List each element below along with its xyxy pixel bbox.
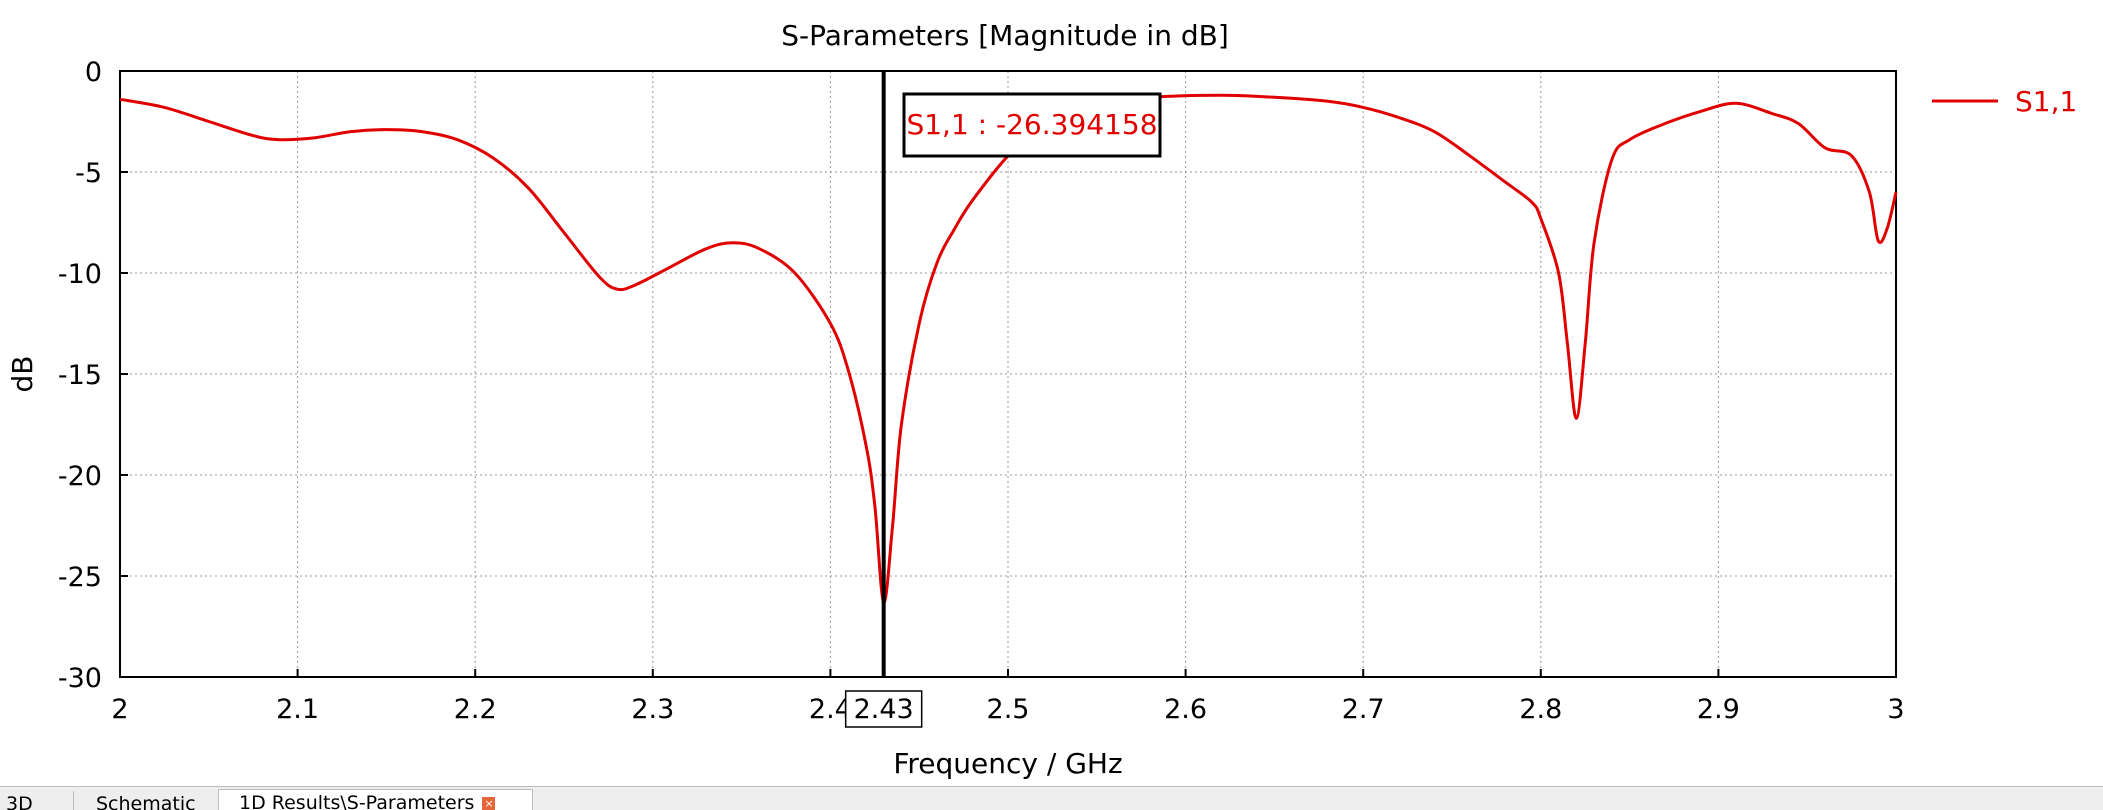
chart-area: S-Parameters [Magnitude in dB] 0 -5 -10 -15… (6, 19, 2077, 780)
tab-schematic-label: Schematic (96, 793, 196, 810)
x-tick-label: 2 (111, 694, 128, 725)
y-axis-label: dB (6, 356, 39, 393)
x-tick-label: 2.8 (1519, 694, 1562, 725)
legend: S1,1 (1932, 85, 2077, 118)
marker-label: S1,1 : -26.394158 (906, 108, 1157, 141)
grid (120, 71, 1896, 677)
x-tick-label: 2.6 (1164, 694, 1207, 725)
series-line-s11 (119, 93, 1898, 604)
x-tick-label: 2.9 (1697, 694, 1740, 725)
tab-schematic[interactable]: Schematic (96, 791, 211, 810)
marker-x-box (844, 690, 923, 728)
x-tick-label: 2.7 (1342, 694, 1385, 725)
x-tick-label: 2.3 (631, 694, 674, 725)
window-tab-bar: 3D Schematic 1D Results\S-Parameters × (0, 786, 2103, 810)
y-tick-label: -30 (58, 663, 102, 694)
y-tick-label: 0 (85, 57, 102, 88)
tab-3d[interactable]: 3D (6, 791, 74, 810)
marker-x-label: 2.43 (854, 694, 914, 725)
tab-3d-label: 3D (6, 793, 33, 810)
y-tick-label: -20 (58, 461, 102, 492)
x-tick-label: 2.2 (454, 694, 497, 725)
x-tick-label: 3 (1887, 694, 1904, 725)
marker-label-box (902, 92, 1162, 158)
legend-label: S1,1 (2015, 85, 2077, 118)
y-axis-ticks: 0 -5 -10 -15 -20 -25 -30 (58, 57, 128, 694)
y-tick-label: -10 (58, 259, 102, 290)
x-axis-ticks: 2 2.1 2.2 2.3 2.4 2.5 2.6 2.7 2.8 2.9 3 (111, 669, 1905, 725)
x-tick-label: 2.1 (276, 694, 319, 725)
series-group (119, 93, 1898, 604)
y-tick-label: -25 (58, 562, 102, 593)
x-tick-label: 2.4 (809, 694, 852, 725)
y-tick-label: -15 (58, 360, 102, 391)
x-tick-label: 2.5 (987, 694, 1030, 725)
tab-s-parameters-label: 1D Results\S-Parameters (239, 792, 475, 810)
y-tick-label: -5 (75, 158, 102, 189)
tab-close-icon[interactable]: × (482, 797, 496, 810)
s-parameter-chart: S-Parameters [Magnitude in dB] 0 -5 -10 -15… (6, 19, 2077, 780)
marker[interactable]: S1,1 : -26.394158 2.43 (844, 71, 1162, 728)
chart-title: S-Parameters [Magnitude in dB] (781, 19, 1229, 52)
tab-s-parameters[interactable]: 1D Results\S-Parameters × (218, 789, 533, 810)
x-axis-label: Frequency / GHz (893, 747, 1122, 780)
